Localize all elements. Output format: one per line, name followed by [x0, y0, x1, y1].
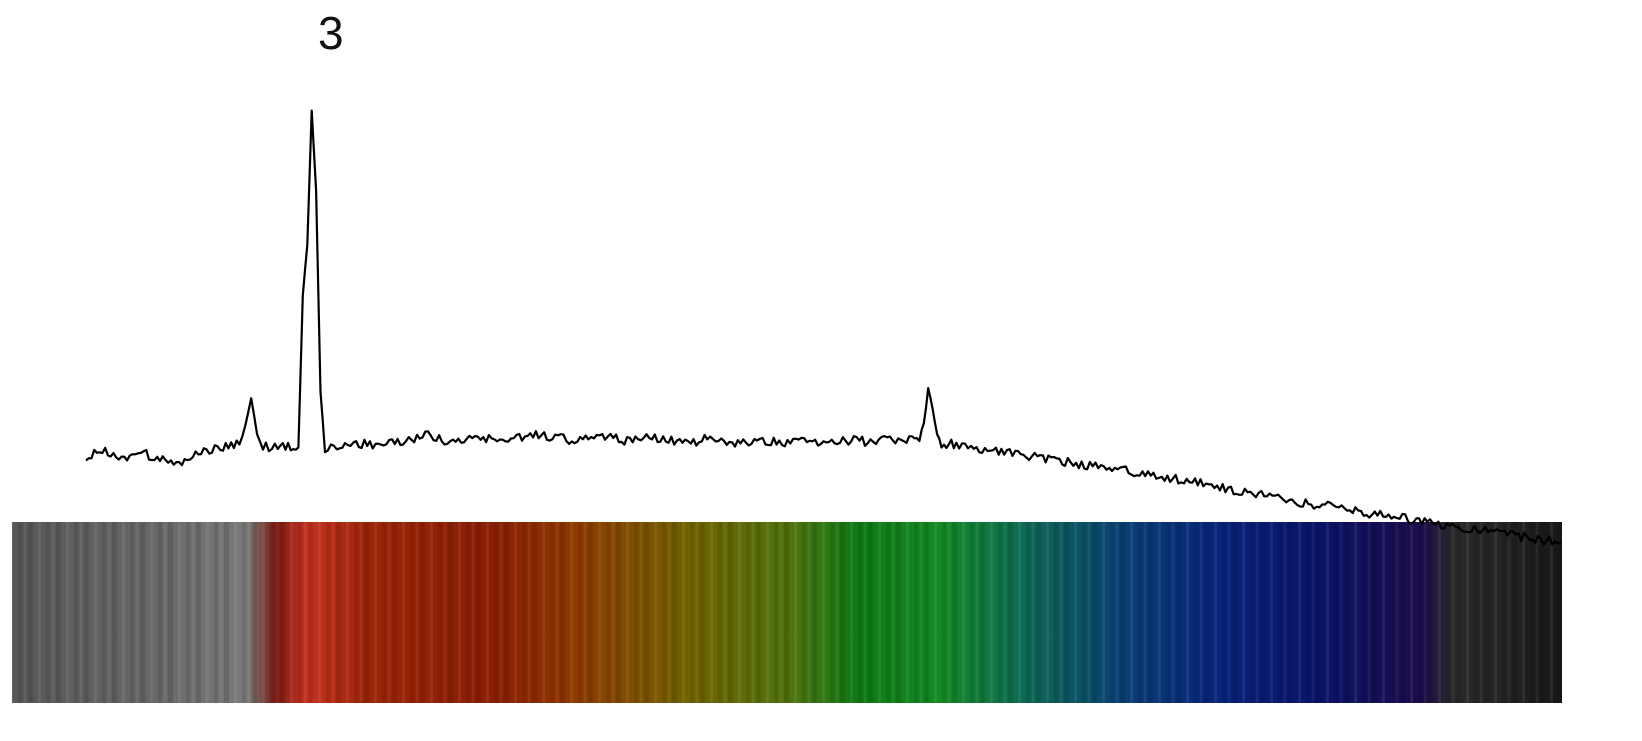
peak-annotation-label: 3: [318, 7, 344, 59]
plot-area: [12, 109, 1562, 703]
spectrum-stripe-overlay: [12, 522, 1562, 703]
spectrum-series-line: [85, 109, 1562, 546]
